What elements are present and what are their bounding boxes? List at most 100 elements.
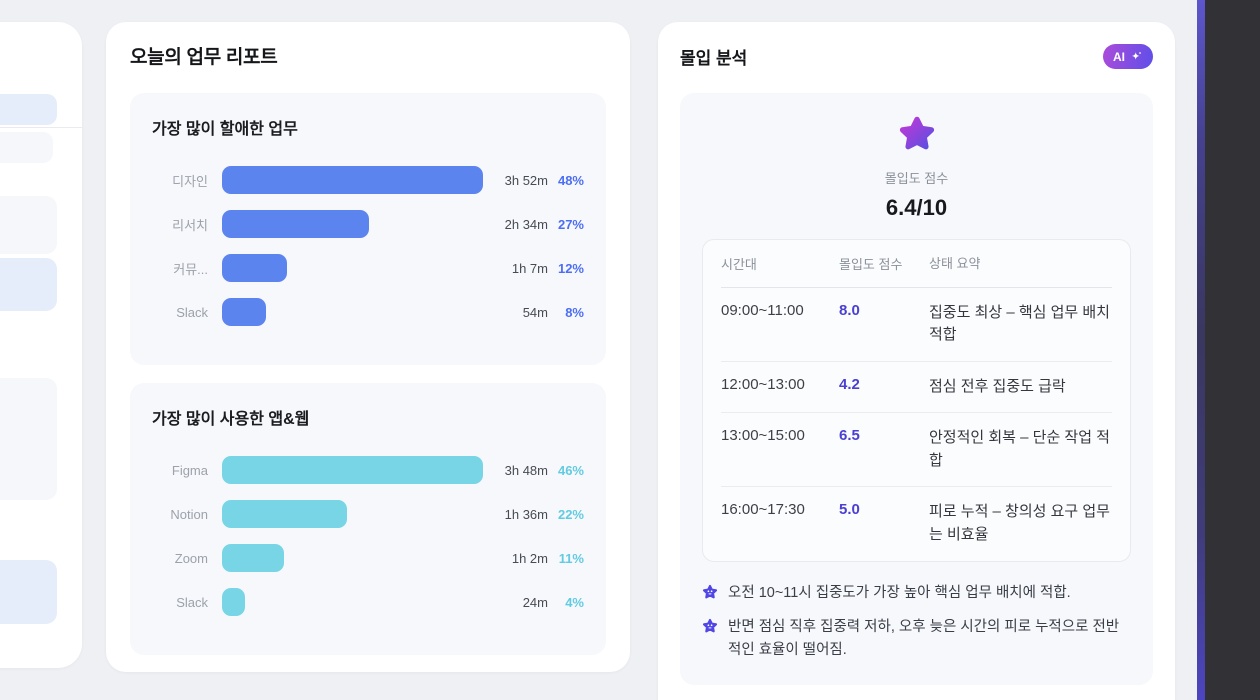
table-header-time: 시간대 [721, 257, 757, 272]
chart-bar-track [222, 254, 483, 282]
chart-row-label: Zoom [174, 550, 208, 566]
daily-work-report-card: 오늘의 업무 리포트 가장 많이 할애한 업무 디자인 3h 52m 48% 리… [106, 22, 630, 672]
chart-row-percent: 4% [565, 594, 584, 610]
schedule-block-partial[interactable] [0, 196, 57, 254]
chart-row-time: 1h 2m [511, 550, 548, 566]
top-tasks-bar-chart: 디자인 3h 52m 48% 리서치 2h 34m 27% 커뮤... 1h 7… [152, 166, 584, 326]
report-card-title: 오늘의 업무 리포트 [130, 47, 278, 68]
table-cell-summary: 피로 누적 – 창의성 요구 업무는 비효율 [929, 503, 1110, 543]
table-cell-summary: 집중도 최상 – 핵심 업무 배치 적합 [929, 303, 1110, 344]
table-row: 09:00~11:00 8.0 집중도 최상 – 핵심 업무 배치 적합 [721, 288, 1112, 362]
ai-badge-label: AI [1113, 49, 1125, 64]
chart-row-percent: 22% [557, 506, 584, 522]
sidebar-item-partial[interactable] [0, 94, 57, 125]
table-cell-time: 09:00~11:00 [721, 301, 804, 319]
chart-row-percent: 12% [557, 260, 584, 276]
chart-row-time: 54m [522, 304, 548, 320]
chart-row-label: Slack [176, 304, 208, 320]
chart-bar-track [222, 544, 483, 572]
chart-row-time: 3h 52m [504, 172, 548, 188]
chart-row-percent: 11% [558, 550, 584, 566]
top-tasks-section: 가장 많이 할애한 업무 디자인 3h 52m 48% 리서치 2h 34m 2… [130, 93, 606, 365]
table-header-row: 시간대 몰입도 점수 상태 요약 [721, 241, 1112, 288]
left-sidebar-panel [0, 22, 82, 668]
ai-badge[interactable]: AI [1103, 44, 1153, 69]
focus-analysis-card: 몰입 분석 AI 몰입도 점수 6.4/10 시간대 몰입도 점수 [658, 22, 1175, 700]
focus-card-title: 몰입 분석 [680, 49, 748, 68]
sparkle-icon [1131, 52, 1141, 60]
chart-row: Figma 3h 48m 46% [152, 456, 584, 484]
sidebar-item-partial[interactable] [0, 132, 53, 163]
chart-row: Slack 24m 4% [152, 588, 584, 616]
chart-row-label: 리서치 [172, 217, 208, 233]
table-row: 12:00~13:00 4.2 점심 전후 집중도 급락 [721, 362, 1112, 413]
chart-row: Notion 1h 36m 22% [152, 500, 584, 528]
chart-bar-track [222, 298, 483, 326]
table-cell-time: 12:00~13:00 [721, 375, 805, 393]
chart-row-percent: 8% [565, 304, 584, 320]
chart-bar [222, 210, 369, 238]
star-badge-icon [702, 584, 718, 599]
table-header-summary: 상태 요약 [929, 256, 981, 271]
focus-score-value: 6.4/10 [885, 195, 948, 220]
top-apps-title: 가장 많이 사용한 앱&웹 [152, 411, 310, 428]
focus-timeline-table: 시간대 몰입도 점수 상태 요약 09:00~11:00 8.0 집중도 최상 … [702, 239, 1131, 562]
insights-list: 오전 10~11시 집중도가 가장 높아 핵심 업무 배치에 적합. 반면 점심… [702, 582, 1131, 661]
chart-row-label: 커뮤... [173, 261, 208, 277]
top-apps-section: 가장 많이 사용한 앱&웹 Figma 3h 48m 46% Notion 1h… [130, 383, 606, 655]
table-cell-score: 4.2 [839, 375, 860, 393]
chart-row-percent: 48% [557, 172, 584, 188]
star-badge-icon [702, 619, 718, 633]
schedule-block-partial[interactable] [0, 258, 57, 311]
divider [0, 127, 82, 128]
schedule-block-partial[interactable] [0, 560, 57, 624]
chart-bar [222, 456, 483, 484]
insight-text: 오전 10~11시 집중도가 가장 높아 핵심 업무 배치에 적합. [728, 585, 1071, 601]
chart-bar-track [222, 456, 483, 484]
chart-row-time: 1h 36m [504, 506, 548, 522]
chart-row-label: Notion [170, 506, 208, 522]
focus-card-header: 몰입 분석 AI [680, 44, 1153, 69]
table-cell-score: 5.0 [839, 501, 860, 518]
chart-bar [222, 544, 285, 572]
insight-item: 오전 10~11시 집중도가 가장 높아 핵심 업무 배치에 적합. [702, 582, 1131, 604]
chart-row: 리서치 2h 34m 27% [152, 210, 584, 238]
accent-stripe [1197, 0, 1205, 700]
chart-bar [222, 298, 266, 326]
star-icon [899, 116, 934, 150]
chart-bar-track [222, 588, 483, 616]
chart-row: Slack 54m 8% [152, 298, 584, 326]
table-body: 09:00~11:00 8.0 집중도 최상 – 핵심 업무 배치 적합 12:… [721, 288, 1112, 561]
schedule-block-partial[interactable] [0, 378, 57, 500]
chart-bar-track [222, 210, 483, 238]
chart-row-time: 24m [522, 594, 548, 610]
chart-bar-track [222, 500, 483, 528]
chart-row-label: Slack [176, 594, 208, 610]
chart-row: 커뮤... 1h 7m 12% [152, 254, 584, 282]
table-cell-summary: 점심 전후 집중도 급락 [929, 377, 1066, 395]
chart-row: 디자인 3h 52m 48% [152, 166, 584, 194]
insight-item: 반면 점심 직후 집중력 저하, 오후 늦은 시간의 피로 누적으로 전반적인 … [702, 616, 1131, 661]
chart-row: Zoom 1h 2m 11% [152, 544, 584, 572]
focus-score-panel: 몰입도 점수 6.4/10 시간대 몰입도 점수 상태 요약 09:00~11:… [680, 93, 1153, 686]
table-cell-score: 6.5 [839, 427, 860, 444]
chart-row-percent: 46% [557, 462, 584, 478]
chart-row-time: 2h 34m [504, 216, 548, 232]
focus-score-label: 몰입도 점수 [884, 171, 949, 186]
table-header-score: 몰입도 점수 [839, 257, 903, 272]
chart-row-label: 디자인 [172, 173, 208, 189]
table-cell-time: 13:00~15:00 [721, 427, 805, 444]
chart-bar [222, 166, 483, 194]
table-cell-time: 16:00~17:30 [721, 501, 805, 518]
table-cell-score: 8.0 [839, 301, 860, 319]
chart-bar [222, 588, 245, 616]
top-apps-bar-chart: Figma 3h 48m 46% Notion 1h 36m 22% Zoom … [152, 456, 584, 616]
chart-bar [222, 500, 347, 528]
insight-text: 반면 점심 직후 집중력 저하, 오후 늦은 시간의 피로 누적으로 전반적인 … [728, 619, 1120, 658]
chart-row-label: Figma [171, 462, 208, 478]
chart-row-time: 3h 48m [504, 462, 548, 478]
table-row: 13:00~15:00 6.5 안정적인 회복 – 단순 작업 적합 [721, 413, 1112, 487]
chart-row-time: 1h 7m [511, 260, 548, 276]
top-tasks-title: 가장 많이 할애한 업무 [152, 121, 298, 138]
table-row: 16:00~17:30 5.0 피로 누적 – 창의성 요구 업무는 비효율 [721, 487, 1112, 560]
